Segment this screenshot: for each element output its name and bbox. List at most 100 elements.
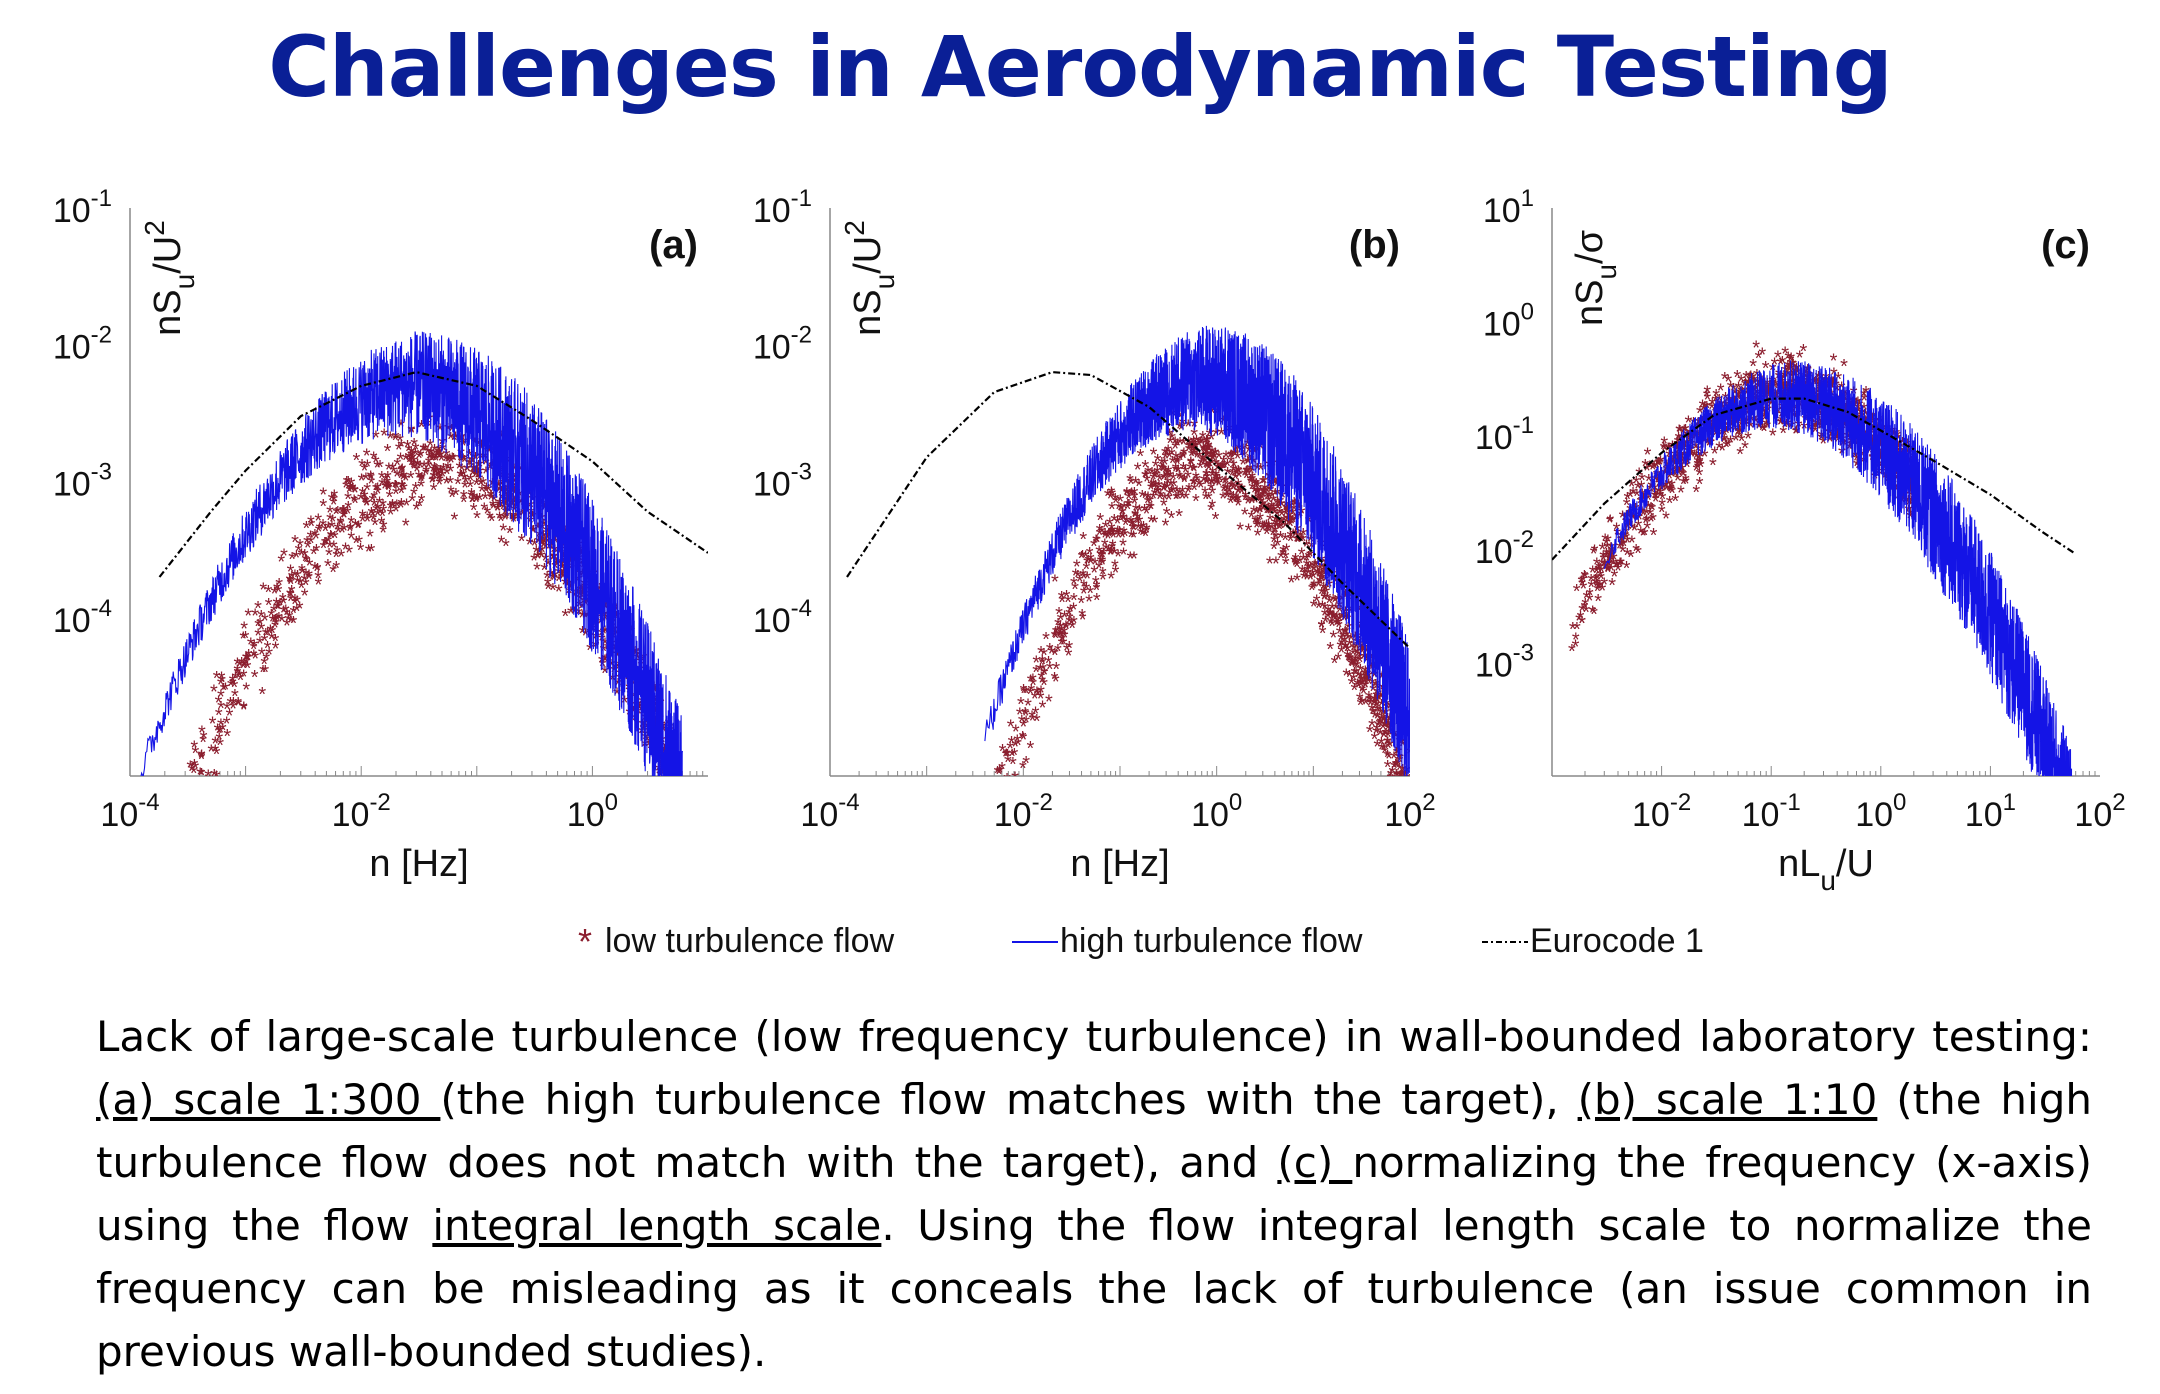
low-turbulence-point: *	[1014, 735, 1022, 757]
low-turbulence-point: *	[1359, 636, 1367, 658]
low-turbulence-point: *	[1268, 497, 1276, 519]
low-turbulence-point: *	[472, 492, 480, 514]
low-turbulence-point: *	[1907, 486, 1915, 508]
low-turbulence-point: *	[1259, 473, 1267, 495]
low-turbulence-point: *	[1231, 446, 1239, 468]
low-turbulence-point: *	[1189, 440, 1197, 462]
low-turbulence-point: *	[291, 591, 299, 613]
low-turbulence-point: *	[1022, 683, 1030, 705]
low-turbulence-point: *	[1266, 511, 1274, 533]
low-turbulence-point: *	[310, 544, 318, 566]
low-turbulence-point: *	[244, 658, 252, 680]
low-turbulence-point: *	[1077, 593, 1085, 615]
low-turbulence-point: *	[1074, 567, 1082, 589]
low-turbulence-point: *	[387, 499, 395, 521]
low-turbulence-point: *	[467, 455, 475, 477]
low-turbulence-point: *	[1168, 483, 1176, 505]
low-turbulence-point: *	[1154, 484, 1162, 506]
low-turbulence-point: *	[161, 870, 169, 892]
low-turbulence-point: *	[1248, 491, 1256, 513]
low-turbulence-point: *	[1401, 774, 1409, 796]
low-turbulence-point: *	[1216, 459, 1224, 481]
low-turbulence-point: *	[1370, 667, 1378, 689]
y-tick-label: 101	[1483, 185, 1534, 230]
low-turbulence-point: *	[1342, 603, 1350, 625]
low-turbulence-point: *	[1060, 634, 1068, 656]
low-turbulence-point: *	[1696, 454, 1704, 476]
low-turbulence-point: *	[478, 437, 486, 459]
low-turbulence-point: *	[540, 516, 548, 538]
low-turbulence-point: *	[223, 726, 231, 748]
low-turbulence-point: *	[1658, 496, 1666, 518]
low-turbulence-point: *	[1344, 611, 1352, 633]
low-turbulence-point: *	[171, 829, 179, 851]
low-turbulence-point: *	[543, 568, 551, 590]
low-turbulence-point: *	[1269, 525, 1277, 547]
low-turbulence-point: *	[1208, 449, 1216, 471]
low-turbulence-point: *	[529, 523, 537, 545]
low-turbulence-point: *	[1190, 474, 1198, 496]
low-turbulence-point: *	[1643, 511, 1651, 533]
low-turbulence-point: *	[244, 606, 252, 628]
low-turbulence-point: *	[1322, 571, 1330, 593]
low-turbulence-point: *	[1165, 447, 1173, 469]
low-turbulence-point: *	[223, 699, 231, 721]
low-turbulence-point: *	[379, 502, 387, 524]
low-turbulence-point: *	[622, 669, 630, 691]
low-turbulence-point: *	[1687, 436, 1695, 458]
low-turbulence-point: *	[1338, 635, 1346, 657]
low-turbulence-point: *	[1179, 459, 1187, 481]
low-turbulence-point: *	[431, 463, 439, 485]
low-turbulence-point: *	[538, 534, 546, 556]
low-turbulence-point: *	[1396, 760, 1404, 782]
low-turbulence-point: *	[410, 457, 418, 479]
low-turbulence-point: *	[1210, 448, 1218, 470]
low-turbulence-point: *	[280, 594, 288, 616]
low-turbulence-point: *	[1244, 493, 1252, 515]
low-turbulence-point: *	[1606, 513, 1614, 535]
low-turbulence-point: *	[1182, 463, 1190, 485]
low-turbulence-point: *	[1675, 465, 1683, 487]
low-turbulence-point: *	[1247, 474, 1255, 496]
low-turbulence-point: *	[393, 496, 401, 518]
low-turbulence-point: *	[1223, 487, 1231, 509]
low-turbulence-point: *	[1057, 610, 1065, 632]
low-turbulence-point: *	[452, 429, 460, 451]
page-title: Challenges in Aerodynamic Testing	[268, 18, 1893, 116]
low-turbulence-point: *	[1324, 602, 1332, 624]
low-turbulence-point: *	[1243, 468, 1251, 490]
low-turbulence-point: *	[1772, 376, 1780, 398]
low-turbulence-point: *	[1643, 505, 1651, 527]
low-turbulence-point: *	[443, 464, 451, 486]
low-turbulence-point: *	[412, 445, 420, 467]
y-tick-label: 10-3	[1475, 639, 1534, 684]
low-turbulence-point: *	[1098, 547, 1106, 569]
low-turbulence-point: *	[1204, 432, 1212, 454]
low-turbulence-point: *	[1320, 589, 1328, 611]
low-turbulence-point: *	[1107, 524, 1115, 546]
low-turbulence-point: *	[1667, 482, 1675, 504]
low-turbulence-point: *	[1149, 475, 1157, 497]
low-turbulence-point: *	[1017, 694, 1025, 716]
low-turbulence-point: *	[1020, 681, 1028, 703]
low-turbulence-point: *	[1762, 384, 1770, 406]
low-turbulence-point: *	[1084, 552, 1092, 574]
low-turbulence-point: *	[1321, 590, 1329, 612]
low-turbulence-point: *	[1172, 489, 1180, 511]
low-turbulence-point: *	[340, 504, 348, 526]
low-turbulence-point: *	[1239, 455, 1247, 477]
low-turbulence-point: *	[276, 595, 284, 617]
low-turbulence-point: *	[1601, 560, 1609, 582]
low-turbulence-point: *	[1104, 528, 1112, 550]
low-turbulence-point: *	[1128, 484, 1136, 506]
low-turbulence-point: *	[1390, 758, 1398, 780]
low-turbulence-point: *	[398, 460, 406, 482]
low-turbulence-point: *	[1110, 511, 1118, 533]
low-turbulence-point: *	[1292, 550, 1300, 572]
series-high-turbulence	[1603, 360, 2073, 776]
low-turbulence-point: *	[1191, 441, 1199, 463]
low-turbulence-point: *	[436, 444, 444, 466]
low-turbulence-point: *	[1286, 511, 1294, 533]
low-turbulence-point: *	[1616, 555, 1624, 577]
low-turbulence-point: *	[1396, 767, 1404, 789]
